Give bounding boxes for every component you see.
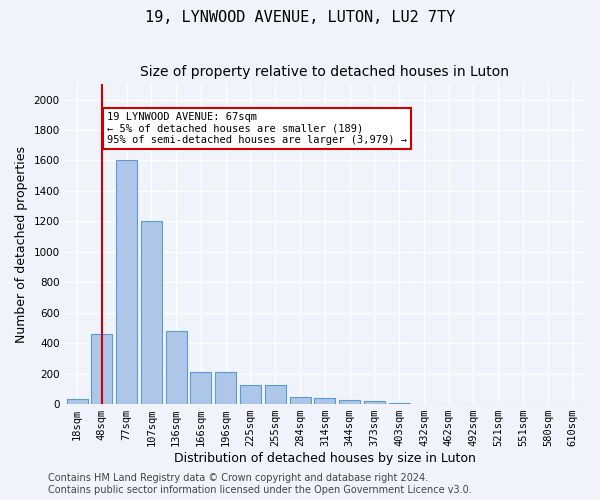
Bar [240,385,261,404]
Bar [116,160,137,404]
Bar [339,400,360,404]
Bar [389,402,410,404]
Title: Size of property relative to detached houses in Luton: Size of property relative to detached ho… [140,65,509,79]
Bar [364,401,385,404]
Bar [314,398,335,404]
Bar [190,372,211,404]
Y-axis label: Number of detached properties: Number of detached properties [15,146,28,342]
X-axis label: Distribution of detached houses by size in Luton: Distribution of detached houses by size … [174,452,476,465]
Text: 19 LYNWOOD AVENUE: 67sqm
← 5% of detached houses are smaller (189)
95% of semi-d: 19 LYNWOOD AVENUE: 67sqm ← 5% of detache… [107,112,407,145]
Bar [290,397,311,404]
Bar [265,385,286,404]
Bar [141,222,162,404]
Bar [166,331,187,404]
Text: Contains HM Land Registry data © Crown copyright and database right 2024.
Contai: Contains HM Land Registry data © Crown c… [48,474,472,495]
Bar [91,334,112,404]
Bar [215,372,236,404]
Bar [67,399,88,404]
Text: 19, LYNWOOD AVENUE, LUTON, LU2 7TY: 19, LYNWOOD AVENUE, LUTON, LU2 7TY [145,10,455,25]
